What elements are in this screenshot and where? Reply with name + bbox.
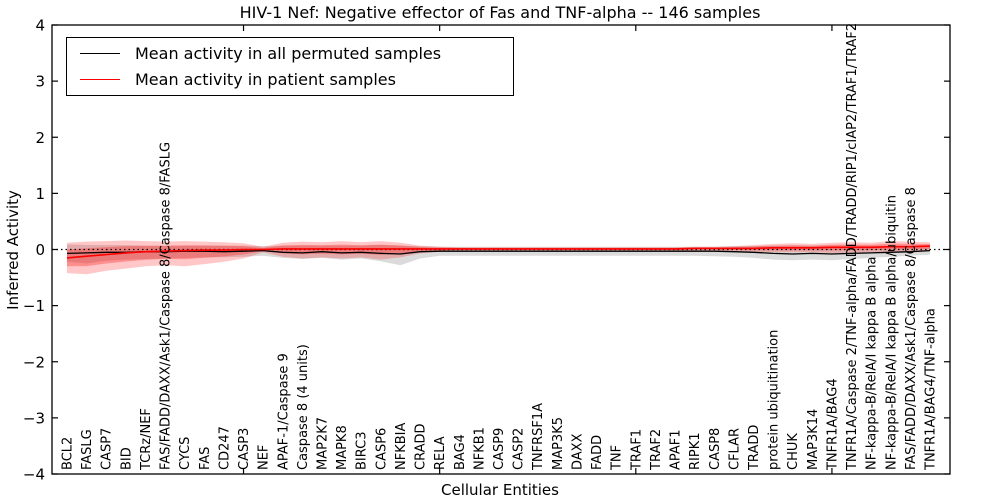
x-tick-label: CASP3	[237, 428, 252, 470]
y-tick-label: 1	[35, 185, 45, 203]
x-tick-label: CRADD	[414, 424, 429, 471]
x-tick-label: TNF	[610, 445, 625, 471]
x-tick-label: TNFR1A/BAG4/TNF-alpha	[924, 308, 939, 471]
x-tick-label: CASP9	[492, 428, 507, 470]
x-tick-label: TRAF2	[649, 429, 664, 471]
x-tick-label: TNFR1A/Caspase 2/TNF-alpha/FADD/TRADD/RI…	[845, 23, 860, 471]
y-tick-label: 4	[35, 17, 45, 35]
x-tick-label: TRADD	[747, 425, 762, 471]
x-tick-label: BIRC3	[355, 432, 370, 471]
x-tick-label: MAP3K14	[806, 409, 821, 470]
x-tick-label: TNFR1A/BAG4	[825, 378, 840, 471]
x-tick-label: CASP2	[512, 428, 527, 470]
x-tick-label: MAP3K5	[551, 417, 566, 470]
x-tick-label: BAG4	[453, 434, 468, 470]
x-tick-label: BCL2	[61, 437, 76, 470]
x-tick-label: FAS	[198, 447, 213, 470]
legend: Mean activity in all permuted samples Me…	[66, 37, 514, 96]
x-tick-label: NEF	[257, 445, 272, 470]
x-tick-label: APAF-1/Caspase 9	[276, 353, 291, 470]
x-tick-label: CASP7	[100, 428, 115, 470]
chart-title: HIV-1 Nef: Negative effector of Fas and …	[239, 3, 761, 22]
y-tick-label: −2	[23, 353, 45, 371]
y-tick-label: −4	[23, 466, 45, 484]
legend-item-permuted: Mean activity in all permuted samples	[67, 41, 513, 67]
x-tick-label: FAS/FADD/DAXX/Ask1/Caspase 8/Caspase 8/F…	[159, 142, 174, 470]
legend-label-permuted: Mean activity in all permuted samples	[135, 44, 442, 64]
x-axis-label: Cellular Entities	[441, 481, 559, 499]
x-tick-label: protein ubiquitination	[767, 330, 782, 470]
x-tick-label: MAP2K7	[315, 417, 330, 470]
x-tick-label: FADD	[590, 435, 605, 470]
x-tick-label: FASLG	[80, 429, 95, 470]
x-tick-label: TRAF1	[629, 429, 644, 471]
permuted-mean-line	[66, 249, 931, 255]
x-tick-label: CASP8	[708, 428, 723, 470]
y-tick-label: −1	[23, 297, 45, 315]
x-tick-label: CYCS	[178, 437, 193, 470]
x-tick-label: RIPK1	[688, 432, 703, 470]
x-tick-label: DAXX	[570, 433, 585, 470]
y-tick-label: 3	[35, 73, 45, 91]
x-tick-label: TCRz/NEF	[139, 408, 154, 471]
x-tick-label: CHUK	[786, 433, 801, 470]
legend-line-red	[80, 78, 120, 80]
legend-line-black	[80, 53, 120, 55]
x-tick-label: TNFRSF1A	[531, 403, 546, 471]
x-tick-label: NFKB1	[472, 427, 487, 470]
x-tick-label: Caspase 8 (4 units)	[296, 344, 311, 470]
y-axis-label: Inferred Activity	[4, 190, 22, 310]
x-tick-label: NFKBIA	[394, 423, 409, 470]
x-tick-label: NF-kappa-B/RelA/I kappa B alpha	[865, 257, 880, 470]
x-tick-label: BID	[119, 447, 134, 470]
x-tick-label: MAPK8	[335, 425, 350, 470]
legend-item-patient: Mean activity in patient samples	[67, 67, 513, 93]
y-tick-label: 0	[35, 241, 45, 259]
x-tick-label: CD247	[217, 426, 232, 470]
x-tick-label: RELA	[433, 436, 448, 470]
legend-label-patient: Mean activity in patient samples	[135, 69, 396, 89]
x-tick-label: NF-kappa-B/RelA/I kappa B alpha/ubiquiti…	[884, 195, 899, 470]
x-tick-label: CFLAR	[727, 428, 742, 470]
y-tick-label: −3	[23, 409, 45, 427]
y-tick-label: 2	[35, 129, 45, 147]
x-tick-label: FAS/FADD/DAXX/Ask1/Caspase 8/Caspase 8	[904, 187, 919, 470]
x-tick-label: CASP6	[374, 428, 389, 470]
x-tick-label: APAF1	[669, 429, 684, 470]
patient-mean-line	[66, 245, 931, 259]
